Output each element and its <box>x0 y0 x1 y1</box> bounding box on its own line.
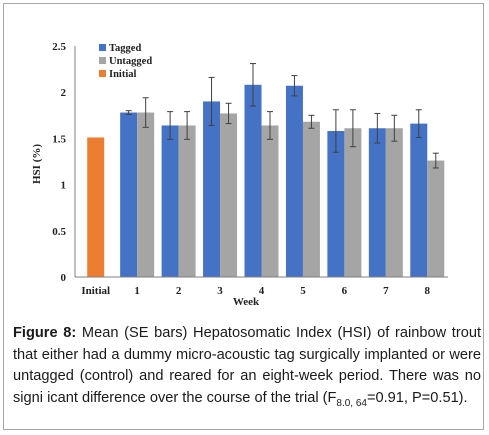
bar-untagged-5 <box>302 121 320 277</box>
y-tick-labels: 0 0.5 1 1.5 2 2.5 <box>52 41 66 284</box>
bar-initial-initial <box>87 137 105 277</box>
bar-tagged-5 <box>285 85 303 278</box>
bar-tagged-4 <box>244 84 262 277</box>
y-tick-label: 2.5 <box>52 41 66 53</box>
y-axis-label: HSI (%) <box>31 144 43 184</box>
bar-tagged-7 <box>368 128 386 277</box>
error-bar-tagged-5 <box>291 75 298 97</box>
bar-untagged-4 <box>261 125 279 278</box>
x-tick-label: 8 <box>425 285 431 297</box>
bar-untagged-2 <box>178 125 196 278</box>
x-tick-label: 6 <box>342 285 348 297</box>
error-bar-untagged-8 <box>432 152 439 169</box>
legend-label-initial: Initial <box>109 69 137 80</box>
y-tick-label: 2 <box>61 87 67 99</box>
bar-tagged-8 <box>410 123 428 277</box>
x-tick-label: 5 <box>300 285 306 297</box>
bar-untagged-8 <box>427 160 445 277</box>
x-tick-label: Initial <box>81 285 110 297</box>
bar-untagged-1 <box>137 112 155 277</box>
x-tick-label: 4 <box>259 285 265 297</box>
error-bar-tagged-1 <box>125 110 132 115</box>
bar-untagged-3 <box>220 113 238 278</box>
x-tick-label: 1 <box>134 285 140 297</box>
caption-text-end: =0.91, P=0.51). <box>366 389 468 406</box>
caption-label: Figure 8: <box>13 325 77 341</box>
figure-panel: 0 0.5 1 1.5 2 2.5 Initial 1 2 3 4 5 6 7 8 Week HSI (%… <box>3 3 484 430</box>
error-bar-untagged-3 <box>225 102 232 125</box>
y-tick-label: 1 <box>61 180 67 192</box>
bar-tagged-1 <box>120 112 138 277</box>
bars-layer <box>87 84 445 278</box>
bar-untagged-6 <box>344 128 362 277</box>
error-bar-tagged-2 <box>167 111 174 140</box>
y-tick-label: 0.5 <box>52 226 66 238</box>
y-tick-label: 0 <box>61 272 67 284</box>
figure-caption: Figure 8: Mean (SE bars) Hepatosomatic I… <box>13 323 481 409</box>
error-bar-tagged-3 <box>208 76 215 126</box>
x-tick-labels: Initial 1 2 3 4 5 6 7 8 <box>81 285 430 297</box>
x-tick-label: 2 <box>176 285 182 297</box>
error-bar-untagged-5 <box>308 114 315 129</box>
error-bar-tagged-4 <box>250 63 256 107</box>
bar-tagged-3 <box>203 101 221 277</box>
axes-layer <box>74 46 448 278</box>
error-bar-untagged-4 <box>267 111 273 140</box>
error-bar-tagged-7 <box>374 112 381 144</box>
legend: Tagged Untagged Initial <box>99 43 152 80</box>
bar-tagged-2 <box>161 125 179 278</box>
caption-stat-subscript: 8.0, 64 <box>336 397 367 409</box>
bar-tagged-6 <box>327 131 345 277</box>
legend-swatch-initial <box>99 70 106 77</box>
y-tick-label: 1.5 <box>52 133 66 145</box>
legend-swatch-untagged <box>99 57 106 64</box>
x-axis-label: Week <box>233 296 260 308</box>
error-bar-untagged-2 <box>184 111 191 140</box>
error-bar-tagged-8 <box>415 109 422 138</box>
bar-untagged-7 <box>385 128 403 277</box>
error-bars-layer <box>125 63 439 169</box>
x-tick-label: 3 <box>217 285 223 297</box>
legend-swatch-tagged <box>99 44 106 51</box>
legend-label-tagged: Tagged <box>109 43 141 54</box>
error-bar-tagged-6 <box>332 109 339 153</box>
x-tick-label: 7 <box>383 285 389 297</box>
caption-text: Mean (SE bars) Hepatosomatic Index (HSI)… <box>13 325 482 406</box>
error-bar-untagged-6 <box>349 109 356 148</box>
legend-label-untagged: Untagged <box>109 56 152 67</box>
error-bar-untagged-1 <box>142 97 149 128</box>
hsi-bar-chart: 0 0.5 1 1.5 2 2.5 Initial 1 2 3 4 5 6 7 8 Week HSI (%… <box>31 41 448 308</box>
error-bar-untagged-7 <box>391 114 398 142</box>
